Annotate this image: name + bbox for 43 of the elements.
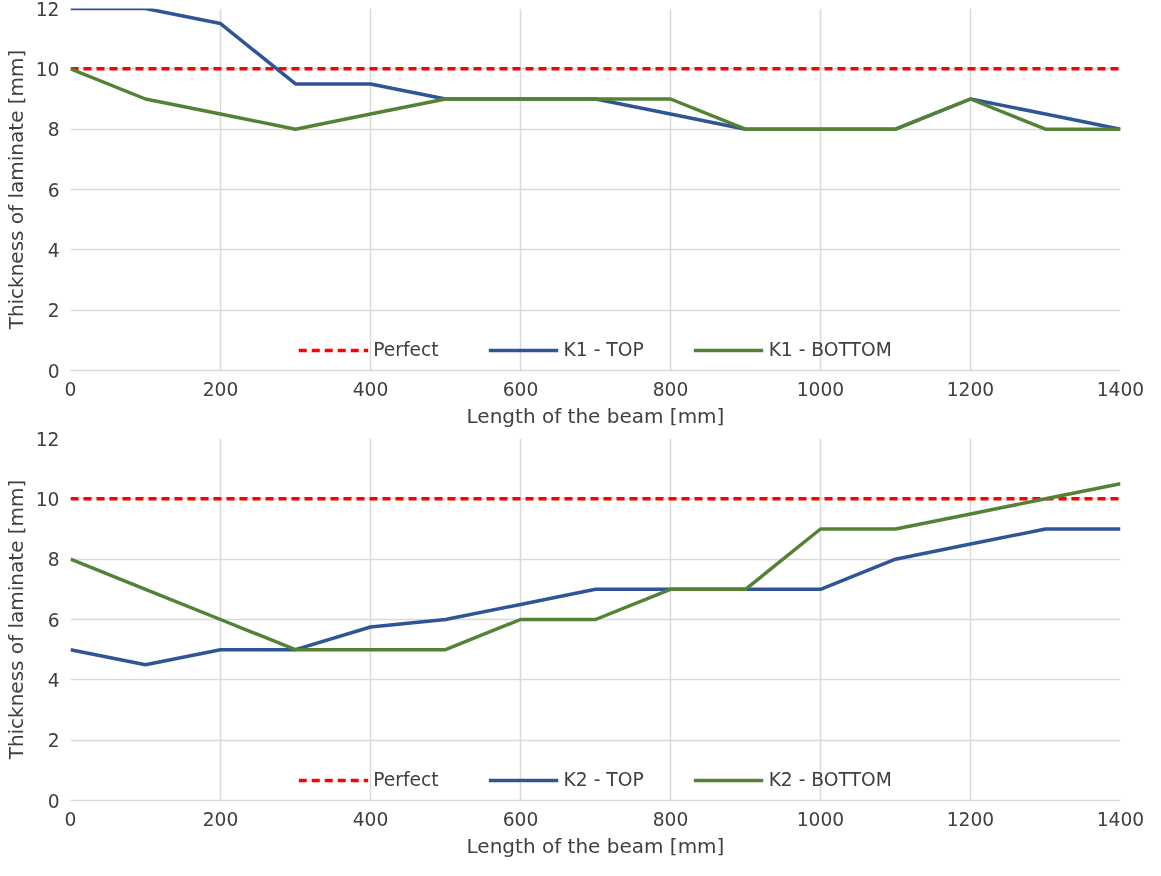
- x-axis-title: Length of the beam [mm]: [466, 833, 725, 858]
- x-tick-label: 1200: [946, 808, 995, 830]
- x-tick-label: 400: [352, 378, 389, 400]
- legend-label: Perfect: [373, 339, 439, 360]
- y-tick-label: 4: [47, 239, 60, 261]
- x-tick-label: 600: [502, 808, 539, 830]
- x-tick-label: 1000: [796, 378, 845, 400]
- x-tick-label: 600: [502, 378, 539, 400]
- y-tick-label: 12: [35, 428, 60, 450]
- x-tick-label: 1000: [796, 808, 845, 830]
- x-tick-label: 1200: [946, 378, 995, 400]
- x-tick-label: 1400: [1096, 808, 1145, 830]
- legend-label: K1 - BOTTOM: [768, 339, 892, 360]
- y-tick-label: 4: [47, 669, 60, 691]
- legend-label: Perfect: [373, 769, 439, 790]
- x-tick-label: 400: [352, 808, 389, 830]
- y-tick-label: 6: [47, 609, 60, 631]
- y-tick-label: 2: [47, 730, 60, 752]
- y-axis-title: Thickness of laminate [mm]: [3, 49, 28, 331]
- y-tick-label: 2: [47, 300, 60, 322]
- x-tick-label: 200: [202, 378, 239, 400]
- line-series: [70, 482, 1121, 652]
- line-series: [70, 67, 1121, 131]
- y-tick-label: 8: [47, 549, 60, 571]
- y-axis-title: Thickness of laminate [mm]: [3, 479, 28, 761]
- legend-label: K2 - BOTTOM: [768, 769, 892, 790]
- legend-label: K2 - TOP: [563, 769, 644, 790]
- y-tick-label: 10: [35, 488, 60, 510]
- y-tick-label: 8: [47, 119, 60, 141]
- y-tick-label: 0: [47, 790, 60, 812]
- x-tick-label: 0: [64, 808, 77, 830]
- y-tick-label: 10: [35, 58, 60, 80]
- x-tick-label: 200: [202, 808, 239, 830]
- x-tick-label: 1400: [1096, 378, 1145, 400]
- x-axis-title: Length of the beam [mm]: [466, 403, 725, 428]
- y-tick-label: 6: [47, 179, 60, 201]
- y-tick-label: 12: [35, 0, 60, 20]
- line-series: [70, 527, 1121, 667]
- x-tick-label: 800: [652, 378, 689, 400]
- x-tick-label: 800: [652, 808, 689, 830]
- legend-label: K1 - TOP: [563, 339, 644, 360]
- y-tick-label: 0: [47, 360, 60, 382]
- x-tick-label: 0: [64, 378, 77, 400]
